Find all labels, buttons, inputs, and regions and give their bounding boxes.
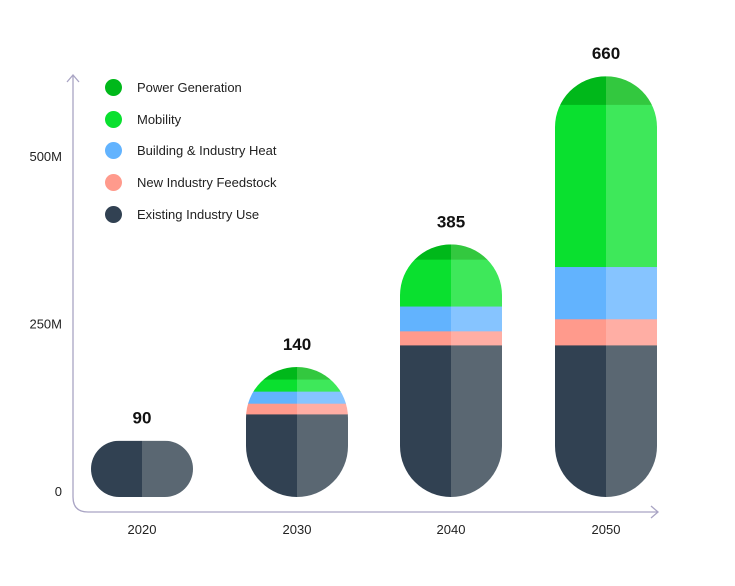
y-tick-label: 0 [55, 484, 62, 499]
bar-segment-highlight [451, 259, 502, 307]
legend: Power Generation Mobility Building & Ind… [105, 72, 276, 230]
legend-item-existing: Existing Industry Use [105, 198, 276, 230]
legend-label: Existing Industry Use [137, 206, 260, 222]
bar-segment [555, 318, 606, 346]
bar-segment [400, 259, 451, 307]
bar-segment-highlight [451, 306, 502, 332]
bar-segment [555, 104, 606, 268]
bar-segment-highlight [606, 76, 657, 105]
legend-item-feedstock: New Industry Feedstock [105, 167, 276, 199]
legend-item-mobility: Mobility [105, 104, 276, 136]
bar-segment-highlight [297, 413, 348, 497]
bar-2040 [400, 244, 502, 497]
y-tick-label: 500M [29, 149, 62, 164]
total-label: 660 [592, 44, 620, 63]
bar-segment [246, 391, 297, 404]
bar-segment-highlight [297, 403, 348, 415]
bar-segment-highlight [606, 318, 657, 346]
legend-label: Power Generation [137, 80, 242, 96]
y-axis-arrow [66, 74, 80, 83]
total-label: 90 [133, 409, 152, 428]
legend-label: Building & Industry Heat [137, 143, 277, 159]
bar-segment [91, 440, 142, 497]
bar-segment-highlight [297, 367, 348, 380]
bar-segment-highlight [451, 344, 502, 497]
bar-segment-highlight [142, 440, 193, 497]
bar-segment [400, 344, 451, 497]
legend-swatch [105, 110, 122, 128]
x-tick-label: 2050 [592, 522, 621, 537]
bar-segment [246, 403, 297, 415]
bar-segment-highlight [451, 330, 502, 346]
legend-swatch [105, 174, 122, 192]
axis-line [72, 75, 658, 513]
bar-segment-highlight [451, 244, 502, 260]
legend-label: New Industry Feedstock [137, 175, 277, 191]
bar-segment-highlight [297, 391, 348, 404]
x-tick-label: 2020 [128, 522, 157, 537]
bar-2030 [246, 367, 348, 497]
total-label: 140 [283, 335, 311, 354]
legend-label: Mobility [137, 111, 182, 127]
legend-swatch [105, 205, 122, 223]
bar-segment-highlight [297, 379, 348, 392]
bar-segment [400, 330, 451, 346]
bar-segment-highlight [606, 344, 657, 498]
legend-swatch [105, 79, 122, 97]
bar-segment [555, 76, 606, 105]
bar-2050 [555, 76, 657, 498]
bar-segment [246, 413, 297, 497]
y-tick-label: 250M [29, 317, 62, 332]
bar-segment [400, 306, 451, 332]
bar-segment [555, 344, 606, 498]
bar-segment [555, 266, 606, 320]
legend-swatch [105, 142, 122, 160]
legend-item-heat: Building & Industry Heat [105, 135, 276, 167]
x-tick-label: 2040 [437, 522, 466, 537]
legend-item-power: Power Generation [105, 72, 276, 104]
x-axis-arrow [650, 505, 659, 519]
bar-segment [400, 244, 451, 260]
bar-2020 [91, 440, 193, 497]
x-tick-label: 2030 [283, 522, 312, 537]
total-label: 385 [437, 212, 465, 231]
bar-segment [246, 367, 297, 380]
bar-segment-highlight [606, 266, 657, 320]
bar-segment [246, 379, 297, 392]
bar-segment-highlight [606, 104, 657, 268]
